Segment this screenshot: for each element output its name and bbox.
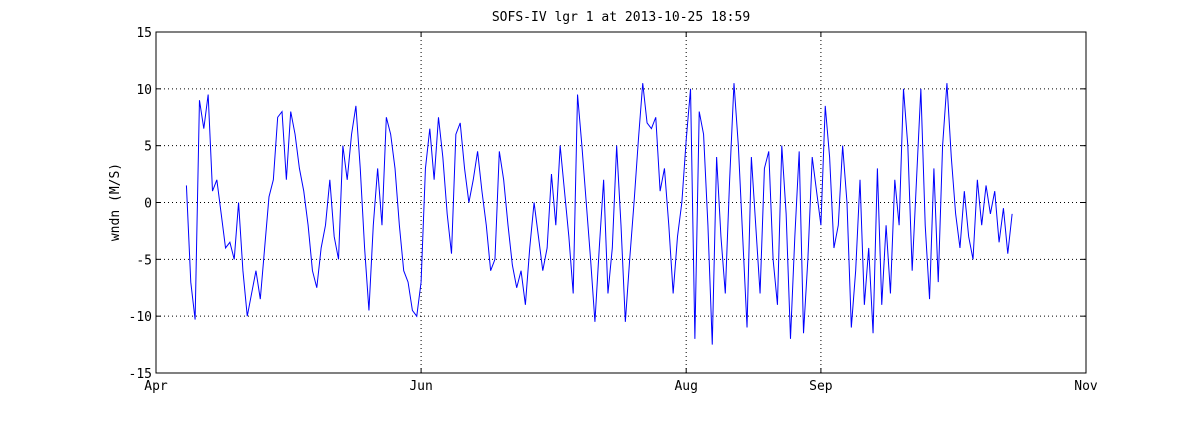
y-tick-label: 10: [136, 83, 152, 98]
y-tick-label: -10: [129, 310, 152, 325]
chart-title: SOFS-IV lgr 1 at 2013-10-25 18:59: [492, 10, 750, 25]
y-axis-label: wndn (M/S): [108, 163, 123, 241]
x-tick-label: Aug: [674, 379, 697, 394]
grid-lines: [156, 32, 1086, 373]
series-line: [185, 83, 1013, 345]
y-tick-label: -5: [136, 253, 152, 268]
y-tick-label: 0: [144, 197, 152, 212]
y-tick-labels: -15 -10 -5 0 5 10 15: [129, 26, 152, 382]
y-tick-label: 15: [136, 26, 152, 41]
y-tick-label: -15: [129, 367, 152, 382]
x-tick-label: Nov: [1074, 379, 1098, 394]
y-tick-label: 5: [144, 140, 152, 155]
tick-marks: [155, 31, 1087, 374]
x-tick-label: Jun: [409, 379, 432, 394]
series-layer: [185, 83, 1013, 345]
x-tick-label: Sep: [809, 379, 833, 394]
x-tick-labels: Apr Jun Aug Sep Nov: [144, 379, 1098, 394]
x-tick-label: Apr: [144, 379, 168, 394]
